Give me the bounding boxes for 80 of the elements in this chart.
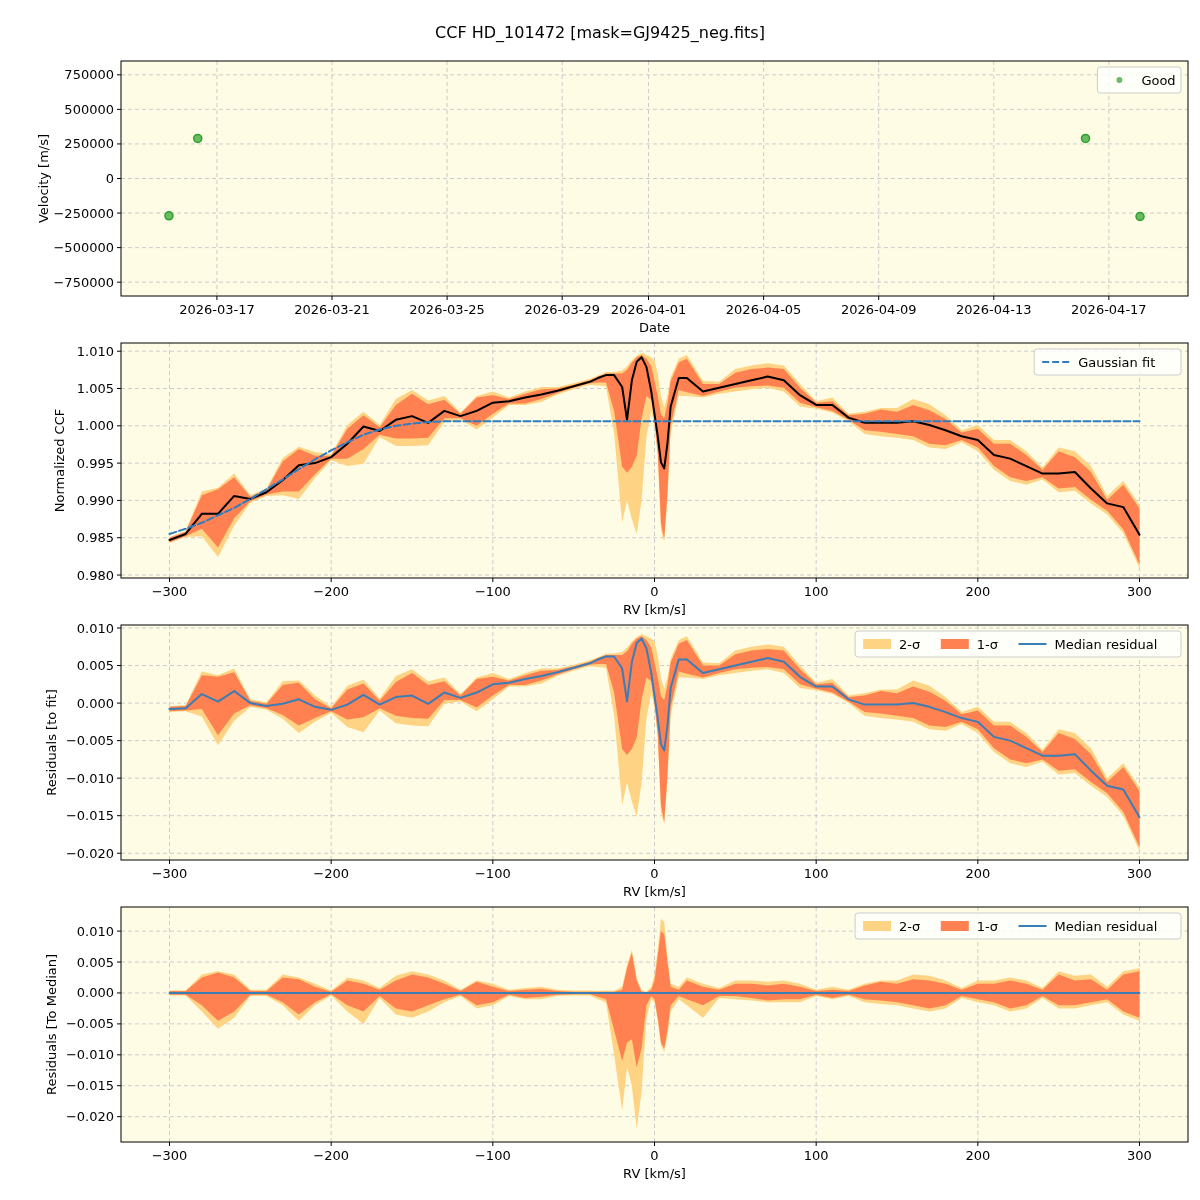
x-tick-label: 2026-04-01 (610, 302, 687, 317)
chart-title: CCF HD_101472 [mask=GJ9425_neg.fits] (435, 23, 765, 43)
y-tick-label: −500000 (53, 240, 114, 256)
x-tick-label: 0 (650, 1148, 659, 1163)
x-axis-title: Date (638, 320, 671, 335)
y-tick-label: 750000 (64, 67, 114, 83)
x-tick-label: 300 (1127, 866, 1152, 881)
y-tick-label: −750000 (53, 274, 114, 290)
x-tick-label: 2026-03-21 (294, 302, 370, 317)
x-tick-label: 200 (965, 866, 991, 881)
legend-label: Gaussian fit (1078, 354, 1156, 370)
x-tick-label: 2026-04-09 (840, 302, 917, 317)
x-tick-label: −300 (151, 584, 188, 599)
x-tick-label: 300 (1127, 1148, 1152, 1163)
x-tick-label: −200 (313, 584, 350, 599)
point (1135, 211, 1145, 222)
y-tick-label: 1.005 (76, 381, 114, 397)
y-tick-label: 0.000 (76, 695, 114, 711)
y-axis-title: Normalized CCF (51, 408, 67, 513)
y-tick-label: 0.005 (76, 954, 114, 970)
y-tick-label: −0.010 (65, 770, 114, 786)
x-axis-title: RV [km/s] (623, 1166, 686, 1181)
x-tick-label: −200 (313, 1148, 350, 1163)
y-tick-label: −0.020 (65, 1109, 114, 1125)
point (192, 133, 203, 144)
y-tick-label: 0.995 (76, 455, 114, 471)
x-tick-label: −100 (474, 1148, 511, 1163)
x-tick-label: 2026-03-25 (409, 302, 485, 317)
y-tick-label: 1.010 (76, 343, 114, 359)
x-tick-label: 200 (965, 584, 991, 599)
y-axis-title: Residuals [To Median] (43, 953, 59, 1096)
y-tick-label: −0.005 (65, 1016, 114, 1032)
line-series (168, 420, 1141, 535)
y-tick-label: −0.015 (65, 1078, 114, 1094)
x-tick-label: 100 (803, 866, 829, 881)
legend-label: 2-σ (899, 918, 921, 934)
legend-label: Median residual (1054, 636, 1158, 652)
y-tick-label: 0.985 (76, 530, 114, 546)
y-tick-label: 0.005 (76, 658, 114, 674)
x-tick-label: 300 (1127, 584, 1152, 599)
y-tick-label: 250000 (64, 136, 114, 152)
y-axis-title: Velocity [m/s] (35, 133, 51, 224)
y-tick-label: 0.010 (76, 923, 114, 939)
x-tick-label: 2026-04-17 (1071, 302, 1147, 317)
y-tick-label: 0.000 (76, 985, 114, 1001)
legend-label: 1-σ (976, 918, 998, 934)
x-tick-label: 200 (965, 1148, 991, 1163)
legend-label: Median residual (1054, 918, 1158, 934)
x-tick-label: −200 (313, 866, 350, 881)
x-tick-label: −100 (474, 866, 511, 881)
x-tick-label: −100 (474, 584, 511, 599)
y-tick-label: −0.015 (65, 808, 114, 824)
x-tick-label: −300 (151, 866, 188, 881)
x-axis-title: RV [km/s] (623, 884, 686, 899)
point (1080, 133, 1091, 144)
legend-label: 2-σ (899, 636, 921, 652)
x-tick-label: 0 (650, 584, 659, 599)
legend-label: Good (1141, 72, 1176, 88)
x-tick-label: 0 (650, 866, 659, 881)
x-tick-label: 2026-04-13 (956, 302, 1032, 317)
y-tick-label: 500000 (64, 101, 114, 117)
x-tick-label: 2026-03-17 (179, 302, 255, 317)
y-tick-label: 1.000 (76, 418, 114, 434)
y-tick-label: 0.980 (76, 567, 114, 583)
point (164, 211, 174, 221)
y-tick-label: 0.990 (76, 492, 114, 508)
y-tick-label: 0 (105, 171, 114, 186)
x-tick-label: 100 (803, 1148, 829, 1163)
y-tick-label: −0.010 (65, 1047, 114, 1063)
x-tick-label: 2026-04-05 (725, 302, 802, 317)
y-tick-label: −0.020 (65, 845, 114, 861)
y-tick-label: −250000 (53, 205, 114, 221)
y-tick-label: 0.010 (76, 620, 114, 636)
y-axis-title: Residuals [to fit] (43, 689, 59, 796)
x-tick-label: 100 (803, 584, 829, 599)
legend-label: 1-σ (976, 636, 998, 652)
y-tick-label: −0.005 (65, 733, 114, 749)
x-tick-label: 2026-03-29 (524, 302, 600, 317)
x-tick-label: −300 (151, 1148, 188, 1163)
x-axis-title: RV [km/s] (623, 602, 686, 617)
